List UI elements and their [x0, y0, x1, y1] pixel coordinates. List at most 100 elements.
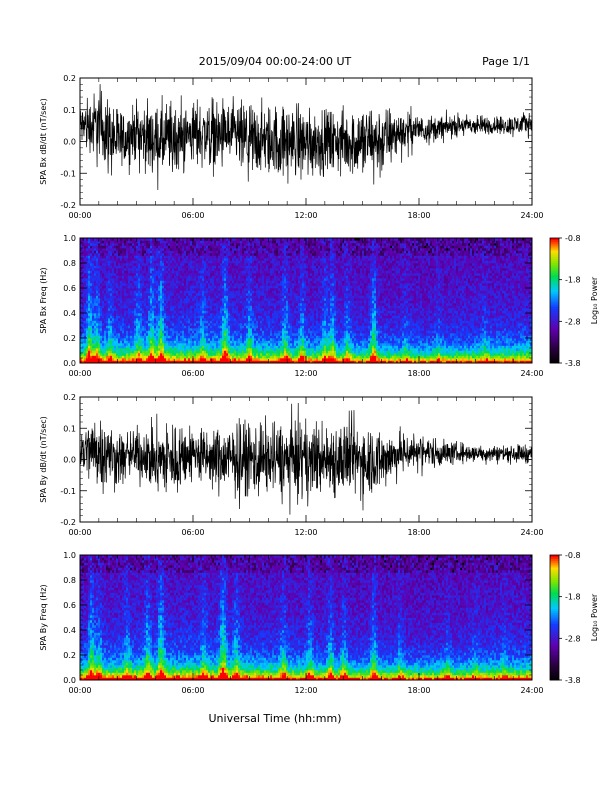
spectrogram-cell	[220, 318, 223, 321]
spectrogram-cell	[138, 340, 141, 344]
spectrogram-cell	[194, 355, 197, 359]
spectrogram-cell	[128, 335, 131, 339]
spectrogram-cell	[274, 313, 277, 316]
spectrogram-cell	[98, 343, 101, 346]
spectrogram-cell	[126, 275, 129, 279]
spectrogram-cell	[270, 278, 273, 281]
spectrogram-cell	[236, 310, 239, 314]
spectrogram-cell	[268, 260, 271, 264]
spectrogram-cell	[82, 278, 85, 281]
spectrogram-cell	[122, 318, 125, 321]
spectrogram-cell	[168, 263, 171, 266]
spectrogram-cell	[194, 348, 197, 351]
spectrogram-cell	[164, 268, 167, 271]
spectrogram-cell	[190, 270, 193, 274]
spectrogram-cell	[96, 280, 99, 284]
spectrogram-cell	[172, 338, 175, 341]
spectrogram-cell	[156, 313, 159, 316]
spectrogram-cell	[194, 288, 197, 291]
spectrogram-cell	[232, 338, 235, 341]
spectrogram-cell	[260, 295, 263, 299]
spectrogram-cell	[206, 328, 209, 331]
spectrogram-cell	[118, 305, 121, 309]
spectrogram-cell	[260, 343, 263, 346]
spectrogram-cell	[128, 283, 131, 286]
spectrogram-cell	[212, 353, 215, 356]
spectrogram-cell	[234, 323, 237, 326]
spectrogram-cell	[160, 263, 163, 266]
spectrogram-cell	[86, 238, 89, 241]
spectrogram-cell	[264, 338, 267, 341]
spectrogram-cell	[242, 310, 245, 314]
spectrogram-cell	[186, 323, 189, 326]
spectrogram-cell	[118, 313, 121, 316]
spectrogram-cell	[112, 300, 115, 304]
spectrogram-cell	[262, 358, 265, 361]
spectrogram-cell	[216, 248, 219, 251]
spectrogram-cell	[82, 280, 85, 284]
spectrogram-cell	[188, 248, 191, 251]
spectrogram-cell	[202, 263, 205, 266]
spectrogram-cell	[138, 305, 141, 309]
spectrogram-cell	[260, 283, 263, 286]
spectrogram-cell	[112, 260, 115, 264]
spectrogram-cell	[100, 255, 103, 259]
spectrogram-cell	[138, 345, 141, 349]
spectrogram-cell	[274, 310, 277, 314]
spectrogram-cell	[96, 358, 99, 361]
spectrogram-cell	[160, 268, 163, 271]
spectrogram-cell	[242, 280, 245, 284]
spectrogram-cell	[196, 345, 199, 349]
spectrogram-cell	[218, 355, 221, 359]
spectrogram-cell	[210, 310, 213, 314]
spectrogram-cell	[230, 350, 233, 354]
spectrogram-cell	[220, 328, 223, 331]
spectrogram-cell	[224, 348, 227, 351]
spectrogram-cell	[244, 360, 247, 364]
spectrogram-cell	[130, 258, 133, 261]
spectrogram-cell	[180, 268, 183, 271]
spectrogram-cell	[158, 245, 161, 249]
spectrogram-cell	[142, 318, 145, 321]
spectrogram-cell	[160, 310, 163, 314]
spectrogram-cell	[268, 345, 271, 349]
spectrogram-cell	[146, 240, 149, 244]
spectrogram-cell	[180, 360, 183, 364]
spectrogram-cell	[188, 345, 191, 349]
spectrogram-cell	[202, 320, 205, 324]
spectrogram-cell	[186, 238, 189, 241]
spectrogram-cell	[104, 275, 107, 279]
spectrogram-cell	[130, 348, 133, 351]
spectrogram-cell	[130, 340, 133, 344]
spectrogram-cell	[106, 330, 109, 334]
spectrogram-cell	[244, 273, 247, 276]
spectrogram-cell	[152, 293, 155, 296]
spectrogram-cell	[90, 353, 93, 356]
spectrogram-cell	[256, 335, 259, 339]
spectrogram-cell	[240, 245, 243, 249]
spectrogram-cell	[266, 345, 269, 349]
spectrogram-cell	[188, 295, 191, 299]
spectrogram-cell	[270, 250, 273, 254]
spectrogram-cell	[182, 333, 185, 336]
spectrogram-cell	[92, 283, 95, 286]
spectrogram-cell	[178, 285, 181, 289]
spectrogram-cell	[234, 343, 237, 346]
spectrogram-cell	[214, 355, 217, 359]
spectrogram-cell	[256, 278, 259, 281]
spectrogram-cell	[104, 353, 107, 356]
spectrogram-cell	[200, 288, 203, 291]
spectrogram-cell	[86, 245, 89, 249]
spectrogram-cell	[250, 320, 253, 324]
spectrogram-cell	[120, 265, 123, 269]
spectrogram-cell	[228, 343, 231, 346]
spectrogram-cell	[168, 323, 171, 326]
spectrogram-cell	[134, 253, 137, 256]
spectrogram-cell	[180, 295, 183, 299]
spectrogram-cell	[84, 310, 87, 314]
spectrogram-cell	[242, 343, 245, 346]
spectrogram-cell	[130, 303, 133, 306]
spectrogram-cell	[136, 283, 139, 286]
spectrogram-cell	[218, 285, 221, 289]
spectrogram-cell	[272, 355, 275, 359]
